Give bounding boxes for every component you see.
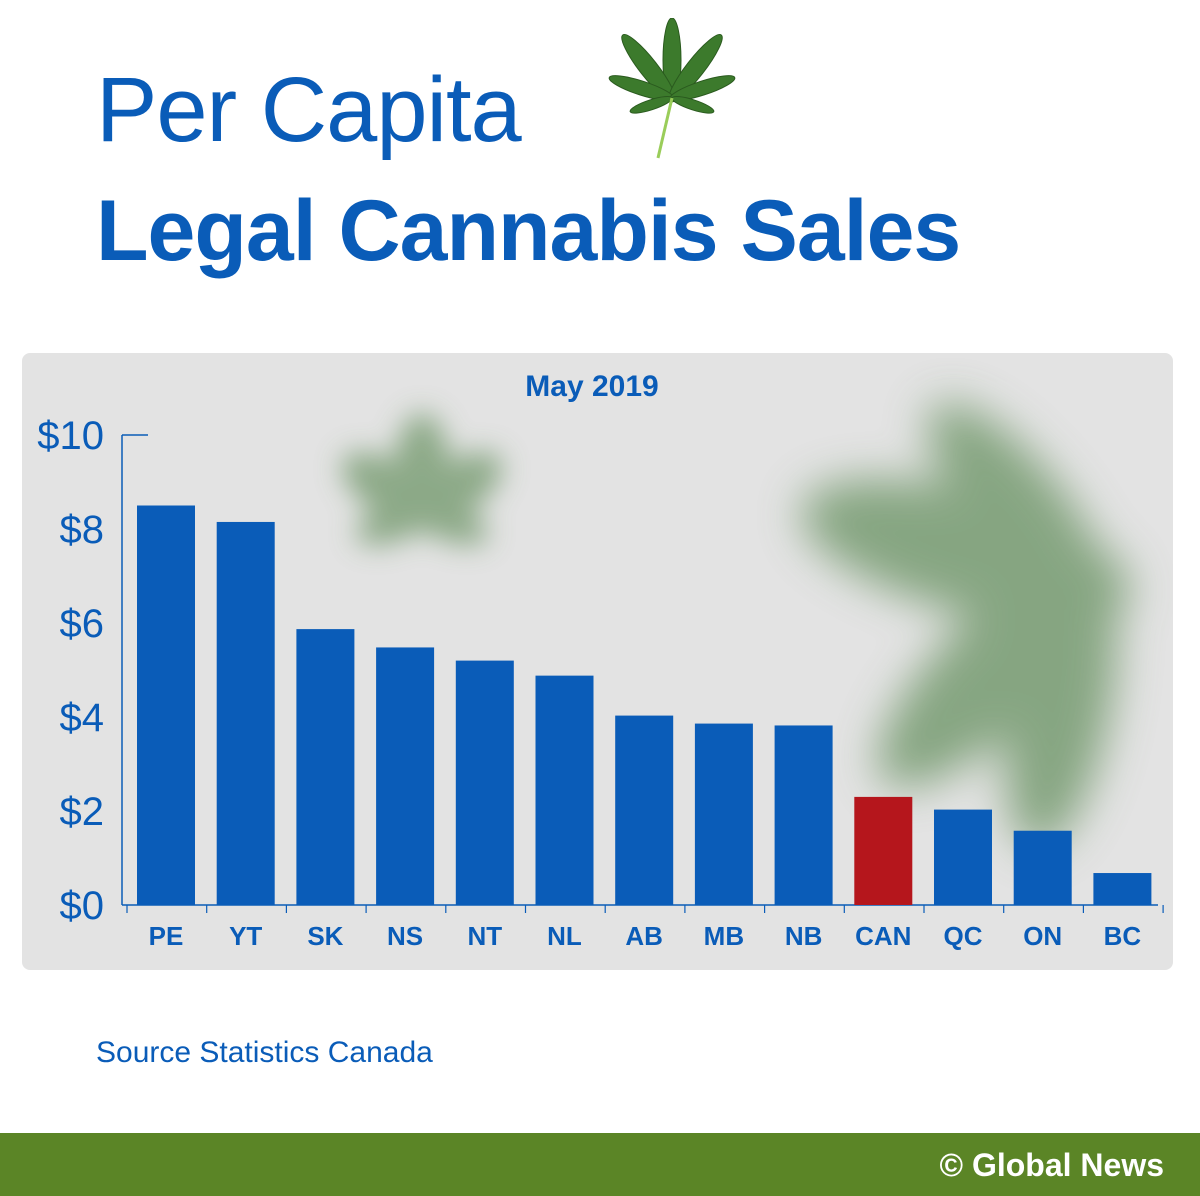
x-tick-label: AB — [625, 921, 663, 951]
bar-pe — [137, 505, 195, 905]
bar-sk — [296, 629, 355, 905]
bar-mb — [694, 723, 753, 905]
bar-can — [854, 796, 913, 905]
x-tick-label: NS — [387, 921, 423, 951]
x-tick-label: NL — [547, 921, 582, 951]
y-tick-label: $10 — [37, 414, 104, 458]
title-line-1: Per Capita — [96, 59, 522, 161]
x-tick-label: NT — [467, 921, 502, 951]
y-tick-label: $8 — [60, 508, 105, 552]
background-leaf-small — [341, 413, 503, 546]
bar-chart: May 2019 PE YT SK NS NT NL AB MB NB CAN QC ON BC $0 $… — [37, 370, 1164, 951]
x-tick-label: QC — [944, 921, 983, 951]
bar-on — [1013, 830, 1072, 905]
bar-qc — [934, 809, 992, 905]
bar-ns — [376, 647, 435, 905]
y-tick-label: $6 — [60, 602, 105, 646]
background-leaf-large — [801, 402, 1132, 850]
cannabis-leaf-icon — [608, 18, 736, 159]
y-tick-label: $4 — [60, 696, 105, 740]
x-tick-label: CAN — [855, 921, 911, 951]
x-tick-label: BC — [1104, 921, 1142, 951]
x-tick-label: ON — [1023, 921, 1062, 951]
y-tick-label: $0 — [60, 884, 105, 928]
copyright-symbol: © — [939, 1147, 964, 1183]
x-tick-label: PE — [149, 921, 184, 951]
chart-panel: May 2019 PE YT SK NS NT NL AB MB NB CAN QC ON BC $0 $… — [22, 353, 1173, 970]
footer-bar: © Global News — [0, 1133, 1200, 1196]
title-line-2: Legal Cannabis Sales — [96, 183, 961, 279]
bar-nb — [774, 725, 833, 905]
x-tick-label: SK — [307, 921, 343, 951]
bar-yt — [216, 521, 275, 905]
bar-nt — [455, 660, 514, 905]
x-tick-label: YT — [229, 921, 262, 951]
x-tick-label: NB — [785, 921, 823, 951]
chart-subtitle: May 2019 — [525, 370, 658, 403]
bar-bc — [1093, 873, 1152, 905]
x-tick-label: MB — [704, 921, 744, 951]
source-note: Source Statistics Canada — [96, 1036, 433, 1069]
brand-credit: © Global News — [939, 1147, 1164, 1184]
bar-ab — [615, 715, 674, 905]
brand-name: Global News — [971, 1147, 1164, 1183]
bar-nl — [535, 675, 594, 905]
y-tick-label: $2 — [60, 790, 105, 834]
